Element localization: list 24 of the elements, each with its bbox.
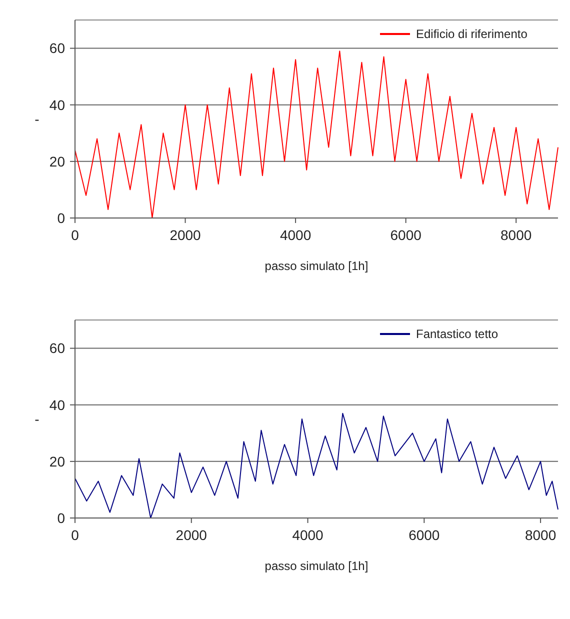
x-axis-title: passo simulato [1h] <box>264 559 368 573</box>
y-tick-label: 0 <box>57 510 66 526</box>
x-axis-title: passo simulato [1h] <box>264 259 368 273</box>
legend-label: Edificio di riferimento <box>416 27 528 42</box>
y-tick-label: 40 <box>49 396 66 413</box>
x-tick-label: 0 <box>71 227 80 243</box>
y-axis-title: - <box>34 410 40 427</box>
x-tick-label: 2000 <box>176 527 208 543</box>
x-tick-label: 6000 <box>390 227 422 243</box>
x-tick-label: 4000 <box>280 227 312 243</box>
x-tick-label: 6000 <box>408 527 440 543</box>
x-tick-label: 0 <box>71 527 80 543</box>
x-tick-label: 8000 <box>500 227 532 243</box>
y-axis-title: - <box>34 110 40 127</box>
y-tick-label: 0 <box>57 210 66 226</box>
x-tick-label: 8000 <box>524 527 556 543</box>
y-tick-label: 60 <box>49 340 66 356</box>
x-tick-label: 4000 <box>292 527 324 543</box>
y-tick-label: 20 <box>49 153 66 170</box>
legend-label: Fantastico tetto <box>416 327 498 342</box>
y-tick-label: 40 <box>49 96 66 113</box>
x-tick-label: 2000 <box>170 227 202 243</box>
y-tick-label: 20 <box>49 453 66 470</box>
y-tick-label: 60 <box>49 40 66 56</box>
